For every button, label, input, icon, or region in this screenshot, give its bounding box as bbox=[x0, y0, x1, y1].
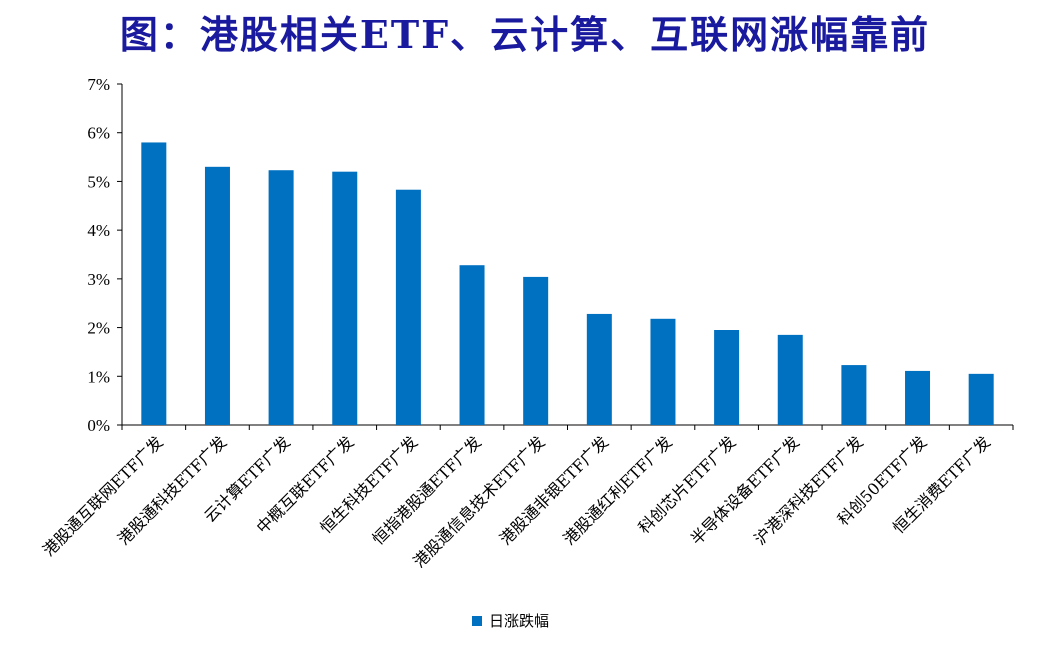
category-label: 恒指港股通ETF广发 bbox=[369, 432, 485, 548]
bar bbox=[650, 318, 676, 425]
bar bbox=[777, 334, 803, 425]
category-label: 沪港深科技ETF广发 bbox=[750, 432, 866, 548]
legend-swatch bbox=[472, 616, 482, 626]
bar bbox=[459, 265, 485, 425]
chart-title: 图：港股相关ETF、云计算、互联网涨幅靠前 bbox=[119, 12, 931, 57]
bar bbox=[905, 370, 931, 425]
category-label: 港股通互联网ETF广发 bbox=[39, 432, 167, 560]
y-tick-label: 1% bbox=[87, 367, 110, 386]
category-label: 港股通非银ETF广发 bbox=[496, 432, 612, 548]
y-tick-label: 4% bbox=[87, 221, 110, 240]
bar bbox=[523, 276, 549, 425]
category-label: 港股通科技ETF广发 bbox=[114, 432, 230, 548]
bar bbox=[141, 142, 167, 425]
y-tick-label: 3% bbox=[87, 270, 110, 289]
bar bbox=[714, 330, 740, 425]
bar bbox=[268, 170, 294, 425]
y-tick-label: 0% bbox=[87, 416, 110, 435]
bar bbox=[395, 189, 421, 425]
y-tick-label: 5% bbox=[87, 172, 110, 191]
legend-label: 日涨跌幅 bbox=[489, 612, 549, 630]
category-label: 半导体设备ETF广发 bbox=[687, 432, 803, 548]
bar bbox=[968, 373, 994, 425]
y-tick-label: 2% bbox=[87, 319, 110, 338]
bar bbox=[332, 171, 358, 425]
bar bbox=[841, 365, 867, 425]
category-label: 港股通信息技术ETF广发 bbox=[410, 432, 549, 571]
category-label: 港股通红利ETF广发 bbox=[559, 432, 675, 548]
bar bbox=[586, 313, 612, 425]
y-tick-label: 7% bbox=[87, 75, 110, 94]
y-tick-label: 6% bbox=[87, 124, 110, 143]
bar bbox=[204, 166, 230, 426]
